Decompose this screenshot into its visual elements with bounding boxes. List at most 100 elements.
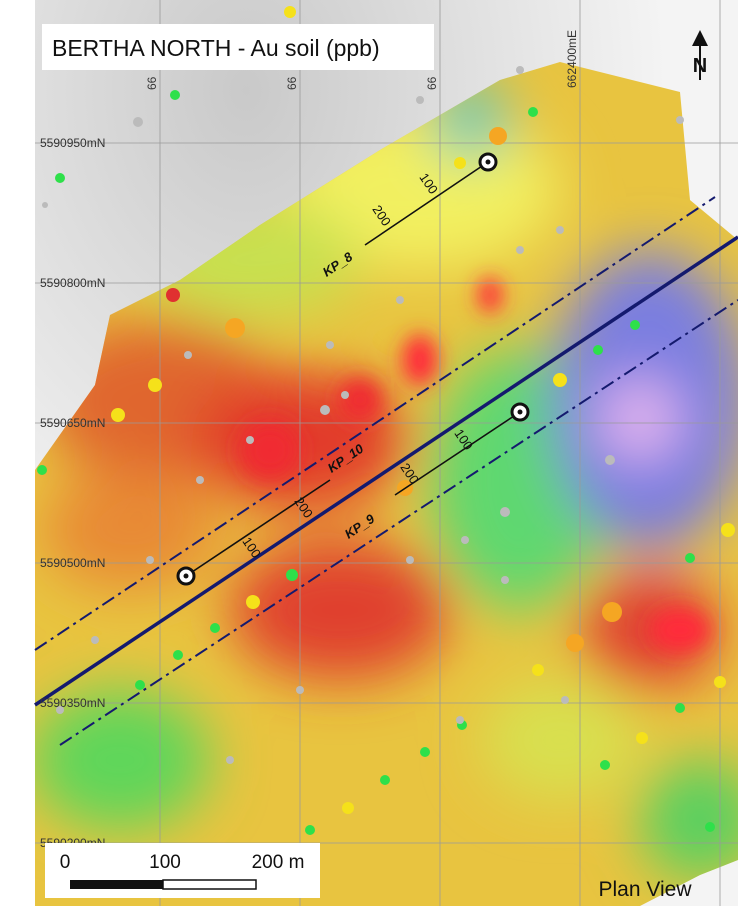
easting-label: 66 (145, 76, 159, 90)
sample-dot (111, 408, 125, 422)
sample-dot (714, 676, 726, 688)
blob (480, 680, 640, 800)
sample-dot (516, 66, 524, 74)
sample-dot (705, 822, 715, 832)
sample-dot (42, 202, 48, 208)
northing-label: 5590650mN (40, 416, 105, 430)
sample-dot (341, 391, 349, 399)
map-title: BERTHA NORTH - Au soil (ppb) (52, 35, 380, 61)
collar-center (183, 573, 189, 579)
sample-dot (630, 320, 640, 330)
northing-label: 5590350mN (40, 696, 105, 710)
scale-segment (162, 879, 257, 890)
sample-dot (553, 373, 567, 387)
sample-dot (56, 706, 64, 714)
sample-dot (320, 405, 330, 415)
sample-dot (602, 602, 622, 622)
drill-trace (364, 161, 489, 246)
sample-dot (226, 756, 234, 764)
blob (230, 540, 450, 680)
sample-dot (489, 127, 507, 145)
sample-dot (593, 345, 603, 355)
sample-dot (225, 318, 245, 338)
title-box (42, 24, 434, 70)
sample-dot (500, 507, 510, 517)
northing-label: 5590500mN (40, 556, 105, 570)
arrow-head (692, 30, 708, 46)
fault-margin (59, 299, 738, 746)
sample-points (37, 6, 735, 835)
northing-label: 5590950mN (40, 136, 105, 150)
sample-dot (516, 246, 524, 254)
collar-center (517, 409, 523, 415)
sample-dot (133, 117, 143, 127)
sample-dot (600, 760, 610, 770)
blob (650, 608, 710, 652)
easting-label: 66 (425, 76, 439, 90)
sample-dot (675, 703, 685, 713)
drill-trace (394, 411, 521, 496)
sample-dot (210, 623, 220, 633)
sample-dot (456, 716, 464, 724)
sample-dot (55, 173, 65, 183)
sample-dot (380, 775, 390, 785)
north-arrow: N (692, 30, 708, 80)
sample-dot (173, 650, 183, 660)
view-label: Plan View (598, 878, 692, 901)
sample-dot (721, 523, 735, 537)
scale-label: 200 m (252, 852, 305, 873)
sample-dot (286, 569, 298, 581)
blob (338, 378, 382, 422)
sample-dot (501, 576, 509, 584)
easting-label: 66 (285, 76, 299, 90)
blob (240, 420, 300, 480)
sample-dot (166, 288, 180, 302)
sample-dot (296, 686, 304, 694)
sample-dot (676, 116, 684, 124)
sample-dot (420, 747, 430, 757)
sample-dot (532, 664, 544, 676)
northing-label: 5590800mN (40, 276, 105, 290)
easting-label: 662400mE (565, 30, 579, 88)
sample-dot (566, 634, 584, 652)
sample-dot (148, 378, 162, 392)
sample-dot (196, 476, 204, 484)
sample-dot (184, 351, 192, 359)
blob (478, 277, 502, 313)
sample-dot (326, 341, 334, 349)
sample-dot (636, 732, 648, 744)
sample-dot (170, 90, 180, 100)
scale-label: 100 (149, 852, 181, 873)
fault-line (34, 235, 738, 707)
sample-dot (454, 157, 466, 169)
north-label: N (693, 55, 707, 77)
sample-dot (556, 226, 564, 234)
sample-dot (685, 553, 695, 563)
sample-dot (461, 536, 469, 544)
sample-dot (246, 595, 260, 609)
scale-label: 0 (60, 852, 71, 873)
sample-dot (342, 802, 354, 814)
sample-dot (135, 680, 145, 690)
blob (640, 760, 738, 880)
blob (600, 380, 680, 460)
sample-dot (396, 296, 404, 304)
blob (402, 334, 438, 386)
blob (40, 470, 220, 590)
sample-dot (305, 825, 315, 835)
blob (35, 690, 210, 830)
sample-dot (284, 6, 296, 18)
sample-dot (416, 96, 424, 104)
drill-trace (185, 479, 331, 577)
sample-dot (406, 556, 414, 564)
scale-segment (70, 880, 163, 889)
sample-dot (605, 455, 615, 465)
sample-dot (91, 636, 99, 644)
sample-dot (528, 107, 538, 117)
sample-dot (561, 696, 569, 704)
fault-margin (34, 196, 716, 651)
sample-dot (246, 436, 254, 444)
collar (176, 152, 530, 586)
sample-dot (37, 465, 47, 475)
